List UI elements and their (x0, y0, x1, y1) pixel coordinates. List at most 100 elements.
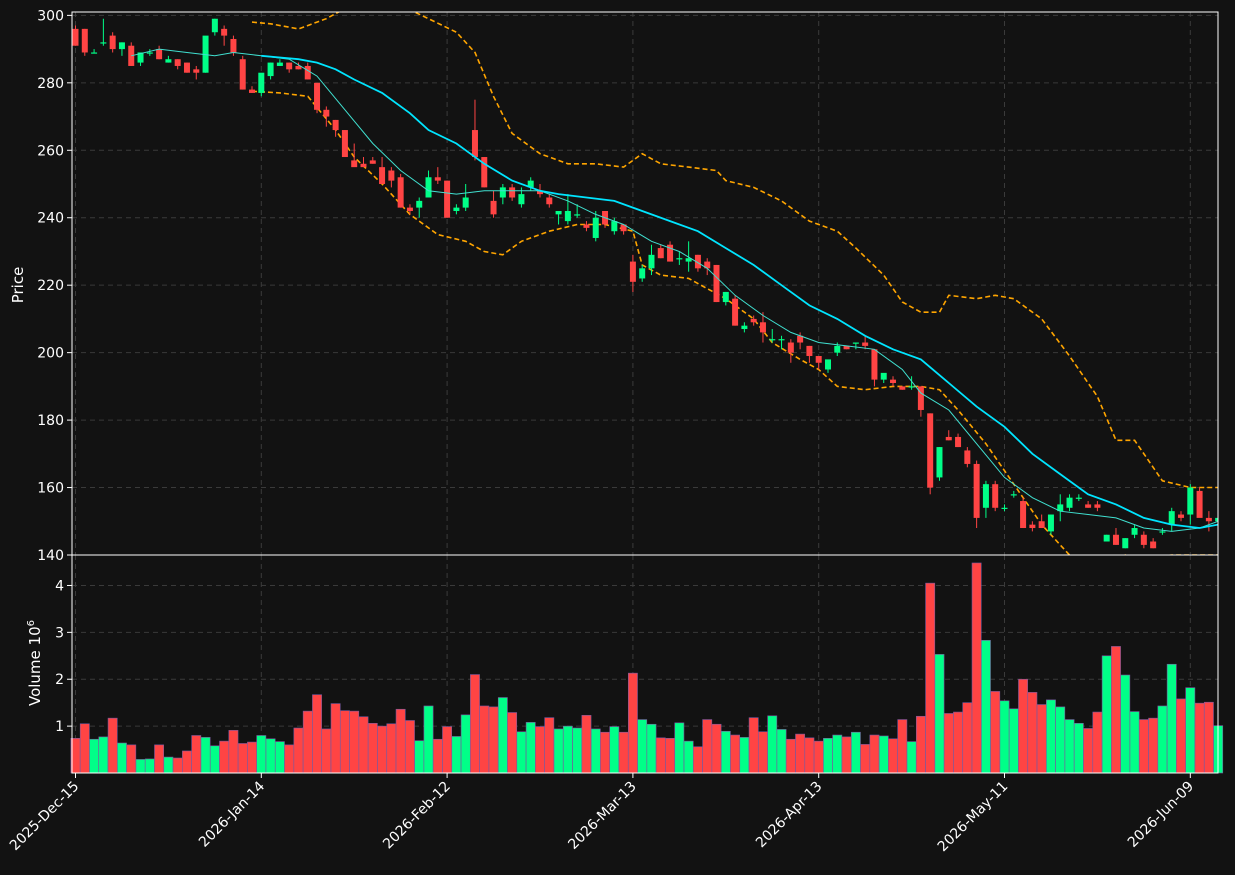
volume-bar (739, 737, 750, 774)
candle-body (193, 69, 200, 73)
volume-bar (590, 728, 601, 774)
volume-bar (572, 727, 583, 774)
volume-bar (962, 702, 973, 774)
volume-bar (971, 562, 982, 774)
candle-body (908, 386, 915, 388)
volume-bar (274, 741, 285, 774)
volume-bars (70, 562, 1224, 774)
volume-bar (1092, 711, 1103, 774)
volume-bar (312, 694, 322, 774)
volume-bar (804, 737, 815, 774)
candle-body (1038, 521, 1045, 529)
candle-body (815, 356, 822, 363)
candle-body (1020, 501, 1027, 529)
candle-body (1187, 487, 1194, 515)
candle-body (927, 413, 934, 488)
volume-bar (497, 697, 508, 774)
ma-long-line (261, 54, 1218, 529)
volume-bar (535, 726, 545, 774)
candle-body (546, 197, 553, 205)
candle-body (183, 62, 190, 73)
candle-body (174, 59, 181, 66)
candle-body (945, 436, 952, 441)
candle-body (1085, 504, 1092, 508)
volume-bar (451, 736, 462, 774)
candle-body (360, 163, 367, 168)
volume-bar (1018, 678, 1028, 774)
candle-body (843, 345, 850, 350)
candle-body (694, 254, 701, 269)
volume-bar (1101, 655, 1112, 774)
candle-body (564, 210, 571, 222)
volume-bar (878, 735, 889, 774)
volume-bar (683, 740, 694, 774)
volume-bar (869, 734, 880, 774)
candle-body (1215, 517, 1218, 522)
candle-body (211, 18, 218, 33)
upper-band-line (251, 12, 1218, 489)
candle-body (834, 345, 841, 353)
candle-body (118, 42, 125, 50)
candle-body (1150, 541, 1157, 549)
volume-bar (925, 582, 936, 774)
price-tick-label: 200 (37, 346, 64, 362)
candle-body (230, 38, 237, 53)
candle-body (379, 167, 386, 185)
candle-body (369, 160, 376, 164)
volume-bar (1083, 728, 1094, 774)
volume-bar (832, 734, 843, 774)
volume-bar (479, 705, 490, 774)
candle-body (1094, 504, 1101, 508)
candle-body (202, 35, 209, 73)
volume-bar (405, 720, 415, 774)
volume-y-ticks: 1 2 3 4 (55, 578, 72, 735)
candle-body (667, 244, 674, 262)
volume-bar (665, 738, 675, 774)
volume-bar (785, 738, 796, 774)
volume-bar (107, 717, 118, 774)
volume-bar (1129, 711, 1140, 774)
candle-body (72, 28, 79, 46)
price-tick-label: 240 (37, 211, 64, 227)
volume-bar (609, 726, 620, 774)
volume-bar (135, 759, 146, 774)
volume-bar (1194, 702, 1205, 774)
volume-bar (330, 703, 341, 774)
volume-bar (200, 737, 211, 774)
candle-body (1057, 504, 1064, 512)
candle-body (481, 157, 488, 188)
candle-body (1196, 490, 1203, 518)
volume-bar (321, 728, 332, 774)
volume-bar (1166, 663, 1177, 774)
candle-body (258, 72, 265, 93)
candle-body (871, 349, 878, 380)
volume-bar (702, 719, 713, 774)
candle-body (537, 190, 543, 195)
bollinger-bands (251, 12, 1218, 555)
candle-body (425, 177, 432, 198)
volume-bar (906, 741, 917, 774)
volume-bar (999, 700, 1010, 774)
volume-bar (358, 716, 369, 774)
volume-bar (1138, 719, 1149, 774)
volume-bar (953, 711, 963, 774)
candle-body (416, 200, 423, 208)
candle-body (880, 372, 887, 380)
candle-body (778, 339, 785, 341)
volume-bar (1157, 705, 1168, 774)
volume-bar (507, 712, 518, 774)
volume-bar (367, 723, 378, 774)
candle-body (1178, 514, 1185, 518)
volume-bar (98, 736, 109, 774)
candle-body (1205, 517, 1212, 522)
volume-bar (525, 722, 536, 774)
candle-body (518, 194, 525, 205)
volume-bar (172, 757, 183, 774)
candle-body (406, 207, 413, 211)
candle-body (1122, 538, 1129, 549)
volume-bar (990, 691, 1001, 774)
volume-bar (981, 640, 991, 774)
candle-body (397, 177, 404, 208)
volume-axis-label: Volume 106 (26, 620, 44, 706)
candle-body (620, 224, 627, 232)
